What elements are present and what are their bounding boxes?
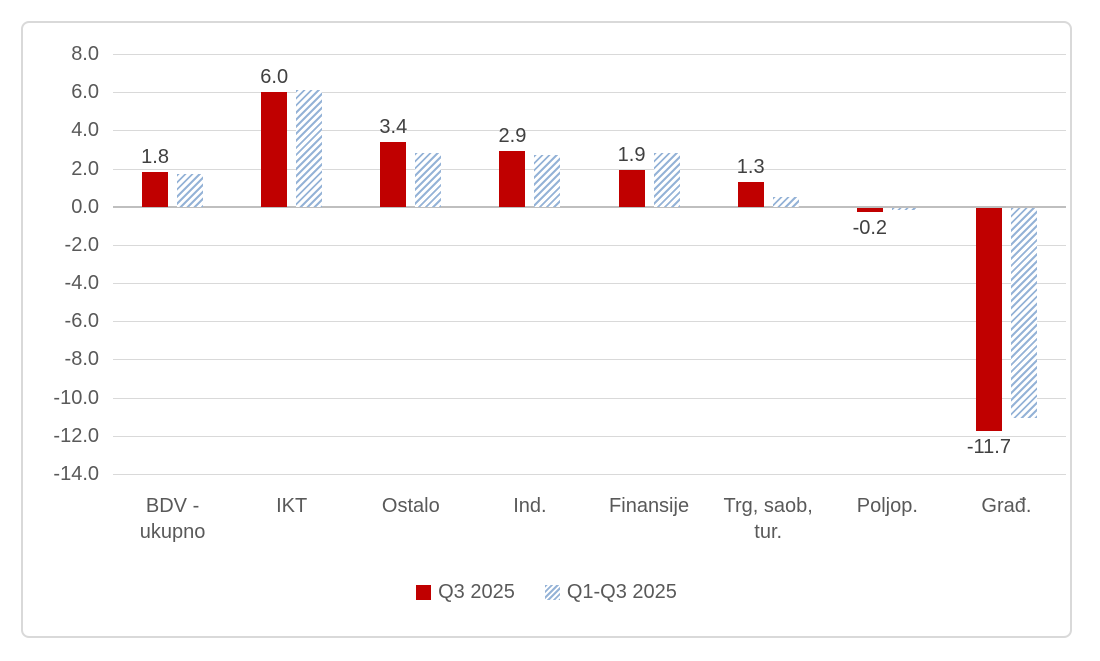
blue-hatch-swatch-icon [544, 585, 560, 600]
data-label: 3.4 [379, 115, 408, 138]
x-category-label: Ind. [513, 495, 547, 517]
bar-q1q3-2 [296, 90, 323, 207]
y-tick-label: 8.0 [71, 43, 99, 65]
data-label: 1.9 [617, 144, 646, 167]
x-category-label: Poljop. [856, 495, 918, 517]
data-label: 1.3 [736, 155, 765, 178]
x-category-label: Ostalo [381, 495, 440, 517]
bar-q1q3-3 [415, 153, 442, 207]
gridline [113, 435, 1066, 437]
data-label: 6.0 [260, 66, 289, 89]
gridline [113, 168, 1066, 170]
gridline [113, 54, 1066, 55]
bar-q1q3-1 [177, 174, 204, 207]
bar-q3-3 [380, 141, 407, 207]
x-category-label: IKT [276, 495, 308, 517]
bar-q3-4 [499, 151, 526, 207]
bar-q1q3-4 [534, 155, 561, 207]
bar-q3-8 [975, 207, 1002, 432]
x-category-label: Trg, saob, tur. [723, 495, 813, 543]
data-label: 2.9 [498, 125, 527, 148]
plot-area: 8.0 6.0 4.0 2.0 0.0 -2.0 -4.0 -6.0 -8.0 -10.0 -12.… [23, 23, 1070, 636]
gridline [113, 283, 1066, 285]
bar-q1q3-6 [772, 197, 799, 207]
y-tick-label: -4.0 [64, 272, 99, 295]
legend-label: Q3 2025 [438, 581, 515, 603]
zero-axis-line [113, 205, 1066, 208]
data-label: -11.7 [966, 436, 1011, 459]
x-category-label: BDV - ukupno [139, 495, 206, 543]
gridline [113, 359, 1066, 361]
y-tick-label: 2.0 [71, 157, 99, 180]
y-tick-label: 4.0 [71, 119, 99, 142]
legend-item-q3-2025: Q3 2025 [416, 581, 515, 604]
bar-q1q3-7 [891, 207, 918, 210]
bar-q1q3-5 [653, 153, 680, 207]
data-label: 1.8 [141, 146, 169, 169]
y-tick-label: 6.0 [71, 81, 99, 104]
y-tick-label: -14.0 [53, 463, 99, 485]
bar-q1q3-8 [1010, 207, 1037, 418]
y-tick-label: -12.0 [53, 424, 99, 447]
gridline [113, 321, 1066, 323]
solid-red-swatch-icon [416, 585, 432, 600]
y-tick-label: -6.0 [64, 310, 99, 333]
y-tick-label: -8.0 [64, 348, 99, 371]
data-label: -0.2 [852, 216, 888, 239]
bar-q3-1 [142, 172, 169, 207]
gridline [113, 474, 1066, 475]
chart-frame: 8.0 6.0 4.0 2.0 0.0 -2.0 -4.0 -6.0 -8.0 -10.0 -12.… [21, 21, 1072, 638]
x-category-label: Građ. [981, 495, 1032, 517]
bar-q3-2 [261, 92, 288, 207]
gridline [113, 130, 1066, 132]
legend-label: Q1-Q3 2025 [566, 581, 677, 603]
bar-q3-7 [856, 207, 883, 212]
x-category-label: Finansije [609, 495, 690, 517]
bar-q3-5 [618, 170, 645, 207]
legend: Q3 2025 Q1-Q3 2025 [23, 581, 1070, 604]
bar-q3-6 [737, 181, 764, 207]
y-tick-label: -2.0 [64, 233, 99, 256]
legend-item-q1-q3-2025: Q1-Q3 2025 [544, 581, 677, 604]
y-tick-label: -10.0 [53, 386, 99, 409]
gridline [113, 244, 1066, 246]
y-tick-label: 0.0 [71, 195, 99, 218]
gridline [113, 397, 1066, 399]
gridline [113, 92, 1066, 94]
